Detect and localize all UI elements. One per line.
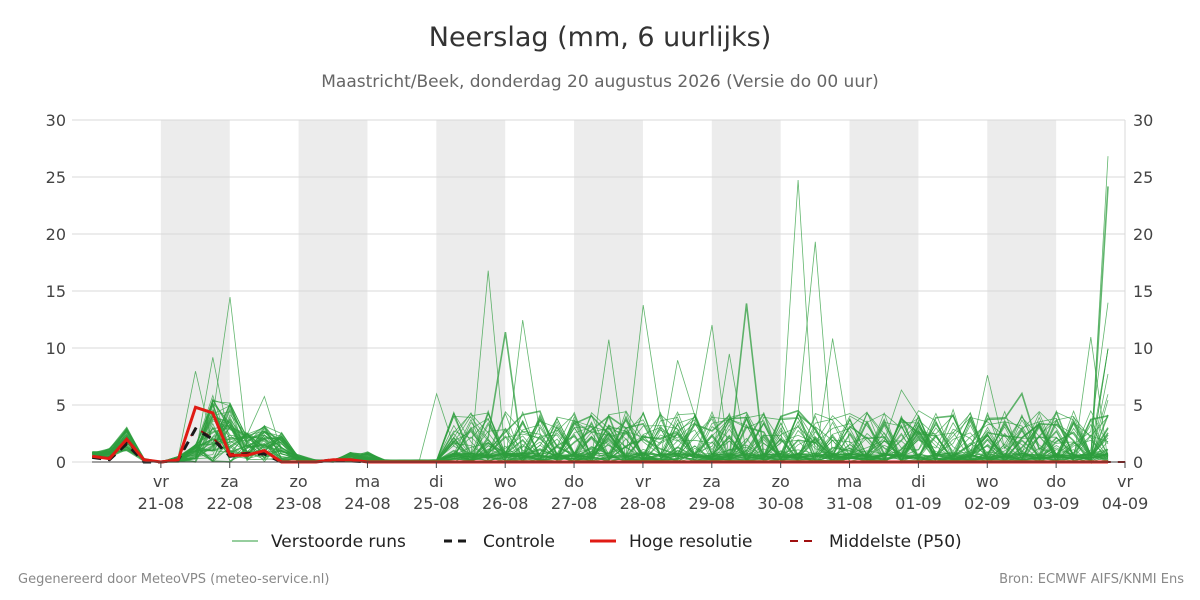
x-tick-day: ma	[355, 472, 380, 491]
x-tick-day: za	[221, 472, 239, 491]
x-tick-date: 22-08	[206, 494, 253, 513]
legend-label-median: Middelste (P50)	[829, 532, 962, 552]
y-tick-label-left: 15	[46, 282, 66, 301]
x-tick-day: zo	[772, 472, 790, 491]
y-tick-label-right: 5	[1133, 396, 1143, 415]
x-tick-day: vr	[635, 472, 651, 491]
x-tick-date: 25-08	[413, 494, 460, 513]
ensemble-lines	[91, 156, 1109, 465]
x-tick-date: 23-08	[275, 494, 322, 513]
y-tick-label-right: 10	[1133, 339, 1153, 358]
x-tick-day: vr	[153, 472, 169, 491]
footer-source: Bron: ECMWF AIFS/KNMI Ens	[999, 572, 1184, 587]
axes: 0 0 5 5 10 10 15 15 20 20 25 25 30 30 vr 21-08 za 22-08 zo…	[46, 111, 1154, 513]
legend-label-high-resolution: Hoge resolutie	[629, 532, 753, 552]
x-tick-date: 01-09	[895, 494, 942, 513]
ensemble-run-line	[92, 399, 1109, 463]
legend-label-control: Controle	[483, 532, 555, 552]
legend-label-ensemble: Verstoorde runs	[271, 532, 406, 552]
x-tick-date: 24-08	[344, 494, 391, 513]
x-tick-date: 04-09	[1102, 494, 1149, 513]
x-tick-date: 03-09	[1033, 494, 1080, 513]
x-tick-day: di	[429, 472, 444, 491]
y-tick-label-right: 30	[1133, 111, 1153, 130]
x-tick-day: di	[911, 472, 926, 491]
y-tick-label-right: 15	[1133, 282, 1153, 301]
y-tick-label-right: 0	[1133, 453, 1143, 472]
x-tick-date: 28-08	[620, 494, 667, 513]
y-tick-label-left: 10	[46, 339, 66, 358]
x-tick-day: do	[1046, 472, 1066, 491]
x-tick-day: wo	[494, 472, 517, 491]
footer-generated-by: Gegenereerd door MeteoVPS (meteo-service…	[18, 572, 330, 587]
y-tick-label-left: 5	[56, 396, 66, 415]
x-tick-day: do	[564, 472, 584, 491]
y-tick-label-right: 20	[1133, 225, 1153, 244]
x-tick-date: 02-09	[964, 494, 1011, 513]
x-tick-day: vr	[1117, 472, 1133, 491]
y-tick-label-left: 20	[46, 225, 66, 244]
x-tick-date: 30-08	[757, 494, 804, 513]
x-tick-date: 21-08	[138, 494, 185, 513]
ensemble-run-line	[91, 402, 1109, 463]
y-tick-label-right: 25	[1133, 168, 1153, 187]
y-tick-label-left: 30	[46, 111, 66, 130]
ensemble-run-line	[92, 411, 1109, 463]
y-tick-label-left: 25	[46, 168, 66, 187]
x-tick-date: 26-08	[482, 494, 529, 513]
x-tick-day: wo	[976, 472, 999, 491]
chart-title: Neerslag (mm, 6 uurlijks)	[428, 22, 772, 53]
y-tick-label-left: 0	[56, 453, 66, 472]
ensemble-run-line	[92, 411, 1109, 463]
x-tick-day: za	[703, 472, 721, 491]
chart-subtitle: Maastricht/Beek, donderdag 20 augustus 2…	[321, 72, 879, 92]
x-tick-date: 29-08	[689, 494, 736, 513]
x-tick-date: 27-08	[551, 494, 598, 513]
x-tick-day: ma	[837, 472, 862, 491]
x-tick-day: zo	[290, 472, 308, 491]
x-tick-date: 31-08	[826, 494, 873, 513]
ensemble-run-line	[92, 412, 1109, 463]
legend: Verstoorde runs Controle Hoge resolutie Mid…	[232, 532, 962, 552]
